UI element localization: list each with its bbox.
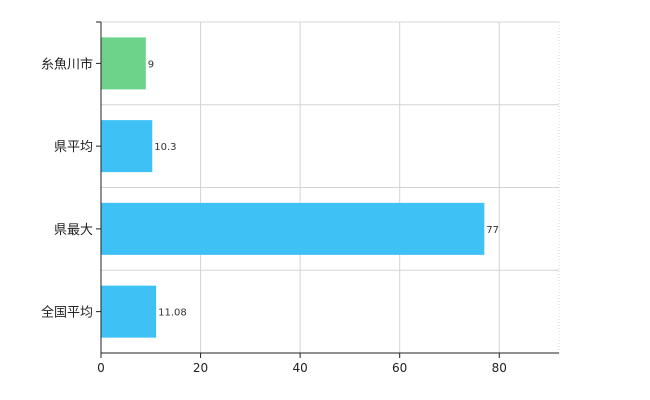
bar-3: [101, 285, 157, 338]
x-tick-label-3: 60: [392, 361, 407, 375]
labels: 9 糸魚川市 10.3 県平均 77 県最大 11.08 全国平均 0 20 40 60 80: [41, 56, 507, 375]
grid: [101, 21, 560, 354]
bars: [101, 37, 485, 338]
bar-1: [101, 120, 153, 173]
axes: [96, 21, 559, 358]
category-label-2: 県最大: [54, 223, 93, 238]
bar-2: [101, 202, 485, 255]
category-label-0: 糸魚川市: [41, 56, 93, 72]
data-label-0: 9: [148, 59, 154, 70]
x-tick-label-1: 20: [193, 361, 208, 375]
data-label-3: 11.08: [158, 308, 187, 319]
x-tick-label-4: 80: [492, 361, 507, 375]
category-label-1: 県平均: [54, 140, 93, 155]
data-label-1: 10.3: [154, 142, 176, 153]
x-tick-label-0: 0: [97, 361, 105, 375]
bar-0: [101, 37, 146, 90]
data-label-2: 77: [486, 225, 499, 236]
x-tick-label-2: 40: [292, 361, 307, 375]
category-label-3: 全国平均: [41, 305, 93, 321]
